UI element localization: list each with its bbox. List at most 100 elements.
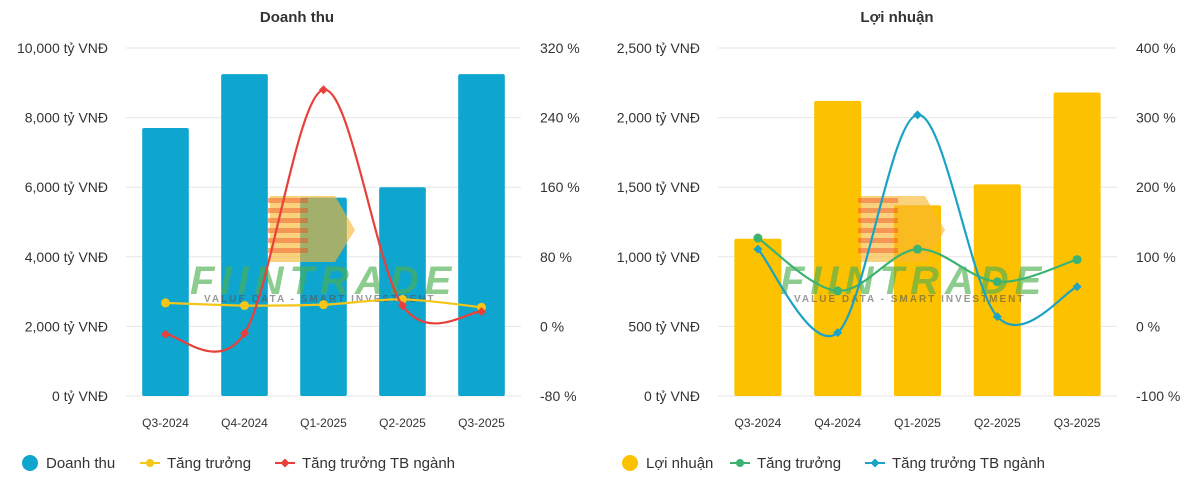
- left-axis-tick-label: 0 tỷ VNĐ: [52, 388, 108, 404]
- x-axis-tick-label: Q1-2025: [894, 416, 941, 430]
- watermark-stripe: [268, 248, 308, 253]
- right-axis-tick-label: 300 %: [1136, 110, 1176, 126]
- x-axis-tick-label: Q2-2025: [379, 416, 426, 430]
- chart-title: Lợi nhuận: [860, 9, 933, 26]
- x-axis-tick-label: Q3-2024: [142, 416, 189, 430]
- right-axis-tick-label: 320 %: [540, 40, 580, 56]
- legend-label: Lợi nhuận: [646, 455, 713, 472]
- legend-marker-point: [870, 458, 880, 468]
- legend-marker-point: [146, 459, 154, 467]
- watermark-tagline-text: VALUE DATA - SMART INVESTMENT: [794, 294, 1026, 305]
- bar-q3-2024[interactable]: [734, 238, 782, 396]
- point-growth[interactable]: [319, 300, 328, 310]
- watermark-stripe: [268, 218, 308, 223]
- bar-q4-2024[interactable]: [221, 74, 268, 396]
- left-axis-tick-label: 1,500 tỷ VNĐ: [617, 179, 700, 195]
- bar-q2-2025[interactable]: [973, 184, 1021, 396]
- legend-label: Tăng trưởng TB ngành: [302, 455, 455, 472]
- x-axis-tick-label: Q4-2024: [221, 416, 268, 430]
- bar-q3-2025[interactable]: [1053, 92, 1101, 396]
- x-axis-tick-label: Q3-2025: [1054, 416, 1101, 430]
- point-industry-growth[interactable]: [240, 328, 249, 338]
- left-axis-tick-label: 2,000 tỷ VNĐ: [617, 110, 700, 126]
- legend-label: Tăng trưởng TB ngành: [892, 455, 1045, 472]
- legend-item-growth[interactable]: Tăng trưởng: [140, 455, 251, 472]
- watermark-stripe: [858, 238, 898, 243]
- right-axis-tick-label: 0 %: [540, 318, 564, 334]
- legend-label: Tăng trưởng: [167, 455, 251, 472]
- legend-marker-point: [280, 458, 290, 468]
- point-industry-growth[interactable]: [992, 312, 1002, 322]
- legend: Doanh thu Tăng trưởng Tăng trưởng TB ngành: [22, 455, 455, 472]
- watermark-stripe: [268, 228, 308, 233]
- point-industry-growth[interactable]: [753, 244, 763, 254]
- bar-q2-2025[interactable]: [379, 187, 426, 396]
- right-axis-tick-label: 80 %: [540, 249, 572, 265]
- point-industry-growth[interactable]: [398, 301, 407, 311]
- x-axis-tick-label: Q1-2025: [300, 416, 347, 430]
- watermark-stripe: [858, 248, 898, 253]
- left-axis-tick-label: 2,000 tỷ VNĐ: [25, 318, 108, 334]
- left-axis-tick-label: 8,000 tỷ VNĐ: [25, 110, 108, 126]
- right-axis-tick-label: -80 %: [540, 388, 577, 404]
- watermark-stripe: [858, 218, 898, 223]
- left-axis-tick-label: 0 tỷ VNĐ: [644, 388, 700, 404]
- bar-q4-2024[interactable]: [814, 100, 862, 397]
- legend: Lợi nhuận Tăng trưởng Tăng trưởng TB ngành: [622, 455, 1045, 472]
- point-growth[interactable]: [753, 233, 763, 243]
- chart-revenue: Doanh thu 0 tỷ VNĐ 2,000 tỷ VNĐ 4,000 tỷ VN…: [17, 9, 580, 472]
- point-industry-growth[interactable]: [161, 329, 170, 339]
- watermark-stripe: [858, 208, 898, 213]
- right-axis-tick-label: 160 %: [540, 179, 580, 195]
- right-axis-tick-label: 400 %: [1136, 40, 1176, 56]
- chart-profit: Lợi nhuận 0 tỷ VNĐ 500 tỷ VNĐ 1,000 tỷ VNĐ 1…: [617, 9, 1181, 472]
- watermark-stripe: [858, 198, 898, 203]
- point-growth[interactable]: [240, 301, 249, 311]
- left-axis-tick-label: 4,000 tỷ VNĐ: [25, 249, 108, 265]
- chart-title: Doanh thu: [260, 9, 334, 26]
- point-growth[interactable]: [1072, 255, 1082, 265]
- watermark-tagline-text: VALUE DATA - SMART INVESTMENT: [204, 294, 436, 305]
- watermark-stripe: [268, 198, 308, 203]
- point-growth[interactable]: [913, 244, 922, 254]
- right-axis-tick-label: 0 %: [1136, 318, 1160, 334]
- point-industry-growth[interactable]: [1072, 282, 1082, 292]
- left-axis-tick-label: 6,000 tỷ VNĐ: [25, 179, 108, 195]
- point-growth[interactable]: [161, 298, 170, 308]
- watermark-brand-text: FIINTRADE: [190, 259, 457, 303]
- point-industry-growth[interactable]: [833, 328, 843, 338]
- watermark-stripe: [268, 238, 308, 243]
- point-industry-growth[interactable]: [319, 85, 328, 95]
- watermark-stripe: [858, 228, 898, 233]
- right-axis-tick-label: 200 %: [1136, 179, 1176, 195]
- legend-label: Tăng trưởng: [757, 455, 841, 472]
- right-axis-tick-label: 100 %: [1136, 249, 1176, 265]
- legend-item-industry-growth[interactable]: Tăng trưởng TB ngành: [865, 455, 1045, 472]
- bar-q3-2025[interactable]: [458, 74, 505, 396]
- x-axis-tick-label: Q3-2024: [735, 416, 782, 430]
- point-growth[interactable]: [992, 277, 1002, 287]
- legend-marker-point: [736, 459, 744, 467]
- legend-item-growth[interactable]: Tăng trưởng: [730, 455, 841, 472]
- x-axis-tick-label: Q3-2025: [458, 416, 505, 430]
- x-axis-tick-label: Q2-2025: [974, 416, 1021, 430]
- legend-item-industry-growth[interactable]: Tăng trưởng TB ngành: [275, 455, 455, 472]
- bar-q3-2024[interactable]: [142, 128, 189, 397]
- legend-label: Doanh thu: [46, 455, 115, 472]
- point-industry-growth[interactable]: [913, 110, 922, 120]
- left-axis-tick-label: 2,500 tỷ VNĐ: [617, 40, 700, 56]
- legend-item-profit[interactable]: Lợi nhuận: [622, 455, 713, 472]
- legend-marker-bar: [622, 455, 638, 471]
- point-growth[interactable]: [833, 286, 843, 296]
- left-axis-tick-label: 1,000 tỷ VNĐ: [617, 249, 700, 265]
- right-axis-tick-label: -100 %: [1136, 388, 1180, 404]
- x-axis-tick-label: Q4-2024: [814, 416, 861, 430]
- watermark-stripe: [268, 208, 308, 213]
- legend-item-revenue[interactable]: Doanh thu: [22, 455, 115, 472]
- right-axis-tick-label: 240 %: [540, 110, 580, 126]
- point-industry-growth[interactable]: [477, 307, 486, 317]
- left-axis-tick-label: 500 tỷ VNĐ: [628, 318, 700, 334]
